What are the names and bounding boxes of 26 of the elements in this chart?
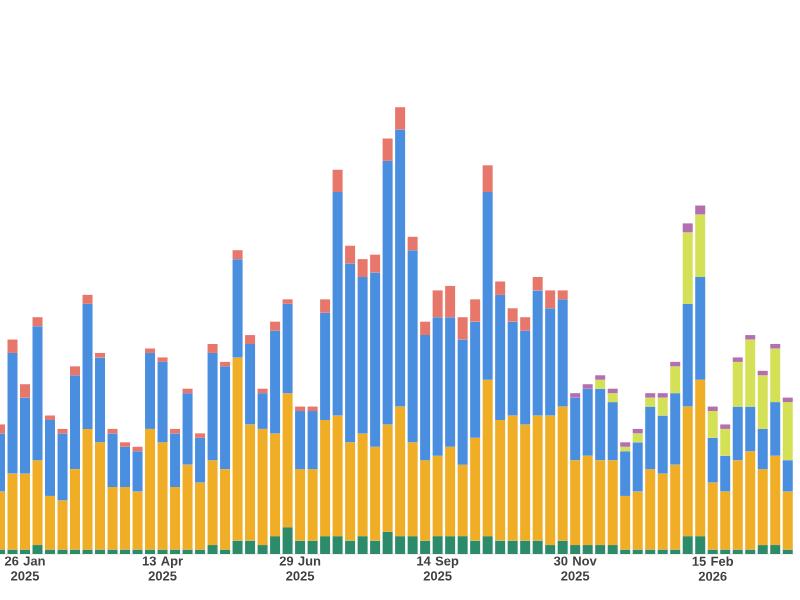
bar xyxy=(407,236,418,251)
bar xyxy=(245,335,256,345)
bar xyxy=(682,223,693,233)
bar xyxy=(632,433,643,443)
bar xyxy=(270,321,281,331)
bar xyxy=(595,379,606,389)
bar xyxy=(482,165,493,193)
bar xyxy=(332,169,343,193)
bar xyxy=(32,317,43,327)
bar xyxy=(82,294,93,304)
bar xyxy=(782,402,793,461)
bar xyxy=(320,299,331,313)
bar xyxy=(70,366,81,376)
bar xyxy=(782,460,793,492)
bar xyxy=(207,344,218,353)
bar xyxy=(20,384,31,398)
bar xyxy=(420,321,431,336)
bar xyxy=(607,393,618,403)
bar xyxy=(232,250,243,260)
bar xyxy=(495,281,506,295)
bar xyxy=(670,366,681,394)
bar xyxy=(7,339,18,353)
bar xyxy=(395,107,406,130)
bar xyxy=(532,277,543,291)
bar xyxy=(695,205,706,215)
bar xyxy=(382,138,393,161)
